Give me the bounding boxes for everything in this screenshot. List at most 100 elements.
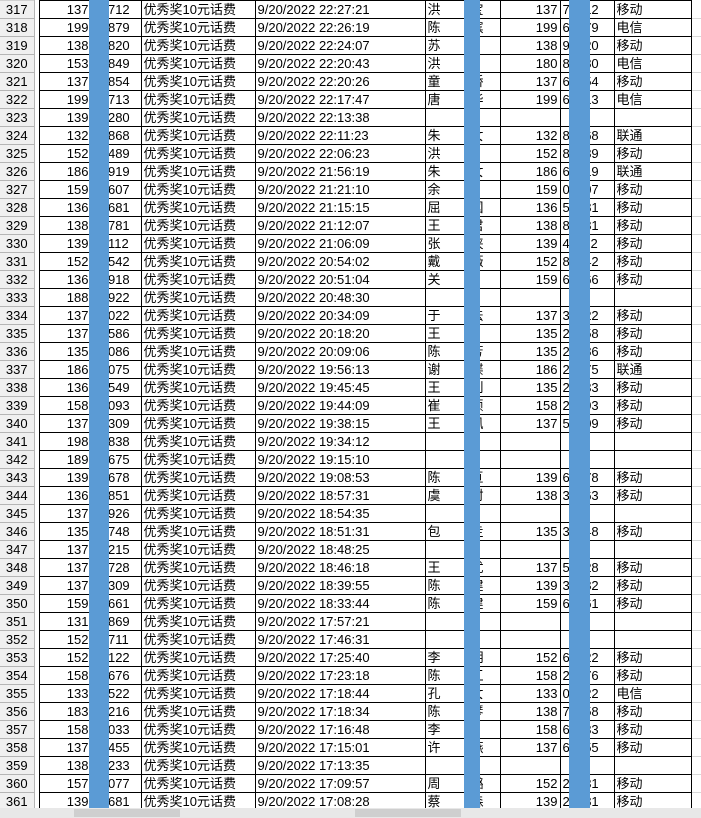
cell-phone-suffix-left[interactable]: 46112: [90, 234, 142, 253]
cell-prize[interactable]: 优秀奖10元话费: [140, 162, 256, 181]
cell-name[interactable]: [424, 432, 501, 451]
cell-phone-suffix-left[interactable]: 73851: [90, 486, 142, 505]
cell-phone-prefix-right[interactable]: [499, 504, 561, 523]
cell-carrier[interactable]: [613, 288, 692, 307]
cell-phone-suffix-left[interactable]: 22309: [90, 576, 142, 595]
cell-name[interactable]: 周璐: [424, 774, 501, 793]
cell-prize[interactable]: 优秀奖10元话费: [140, 18, 256, 37]
cell-datetime[interactable]: 9/20/2022 20:54:02: [254, 252, 426, 271]
table-row[interactable]: 346 135 35748 优秀奖10元话费 9/20/2022 18:51:31 包走 1…: [0, 522, 701, 541]
cell-prize[interactable]: 优秀奖10元话费: [140, 540, 256, 559]
cell-phone-suffix-right[interactable]: 69713: [559, 90, 615, 109]
cell-phone-suffix-right[interactable]: [559, 612, 615, 631]
cell-phone-prefix-left[interactable]: 137: [38, 306, 92, 325]
cell-datetime[interactable]: 9/20/2022 19:45:45: [254, 378, 426, 397]
cell-name[interactable]: 张侠: [424, 234, 501, 253]
cell-phone-prefix-left[interactable]: 139: [38, 792, 92, 811]
cell-phone-prefix-left[interactable]: 153: [38, 54, 92, 73]
cell-phone-prefix-left[interactable]: 137: [38, 576, 92, 595]
cell-carrier[interactable]: 移动: [613, 414, 692, 433]
table-row[interactable]: 354 158 28676 优秀奖10元话费 9/20/2022 17:23:18 陈江 1…: [0, 666, 701, 685]
cell-phone-suffix-left[interactable]: 62919: [90, 162, 142, 181]
cell-phone-suffix-right[interactable]: 02522: [559, 684, 615, 703]
table-row[interactable]: 325 152 88489 优秀奖10元话费 9/20/2022 22:06:23 洪 15…: [0, 144, 701, 163]
table-row[interactable]: 348 137 56728 优秀奖10元话费 9/20/2022 18:46:18 王优 1…: [0, 558, 701, 577]
table-row[interactable]: 342 189 53675 优秀奖10元话费 9/20/2022 19:15:10: [0, 450, 701, 469]
cell-name[interactable]: 余: [424, 180, 501, 199]
cell-phone-prefix-left[interactable]: 152: [38, 630, 92, 649]
cell-datetime[interactable]: 9/20/2022 21:06:09: [254, 234, 426, 253]
cell-name[interactable]: [424, 288, 501, 307]
cell-carrier[interactable]: [613, 450, 692, 469]
table-row[interactable]: 337 186 26075 优秀奖10元话费 9/20/2022 19:56:13 谢谍 1…: [0, 360, 701, 379]
cell-name[interactable]: 陈江: [424, 666, 501, 685]
cell-phone-prefix-right[interactable]: 158: [499, 396, 561, 415]
cell-phone-suffix-right[interactable]: [559, 756, 615, 775]
table-row[interactable]: 322 199 69713 优秀奖10元话费 9/20/2022 22:17:47 唐华 1…: [0, 90, 701, 109]
cell-datetime[interactable]: 9/20/2022 22:27:21: [254, 0, 426, 19]
cell-phone-prefix-right[interactable]: [499, 108, 561, 127]
cell-phone-suffix-left[interactable]: 50309: [90, 414, 142, 433]
cell-datetime[interactable]: 9/20/2022 17:13:35: [254, 756, 426, 775]
cell-prize[interactable]: 优秀奖10元话费: [140, 504, 256, 523]
cell-phone-prefix-left[interactable]: 138: [38, 756, 92, 775]
table-row[interactable]: 320 153 84849 优秀奖10元话费 9/20/2022 22:20:43 洪 18…: [0, 54, 701, 73]
cell-datetime[interactable]: 9/20/2022 22:11:23: [254, 126, 426, 145]
cell-phone-prefix-left[interactable]: 186: [38, 360, 92, 379]
cell-datetime[interactable]: 9/20/2022 20:48:30: [254, 288, 426, 307]
cell-phone-suffix-right[interactable]: 60122: [559, 648, 615, 667]
cell-phone-prefix-right[interactable]: 138: [499, 216, 561, 235]
cell-carrier[interactable]: 移动: [613, 144, 692, 163]
cell-prize[interactable]: 优秀奖10元话费: [140, 36, 256, 55]
cell-phone-suffix-left[interactable]: 53675: [90, 450, 142, 469]
cell-name[interactable]: 包走: [424, 522, 501, 541]
cell-carrier[interactable]: 移动: [613, 198, 692, 217]
cell-name[interactable]: [424, 450, 501, 469]
cell-phone-prefix-right[interactable]: 199: [499, 90, 561, 109]
table-row[interactable]: 336 135 29086 优秀奖10元话费 9/20/2022 20:09:06 陈芳 1…: [0, 342, 701, 361]
cell-phone-prefix-left[interactable]: 135: [38, 522, 92, 541]
cell-datetime[interactable]: 9/20/2022 22:13:38: [254, 108, 426, 127]
table-row[interactable]: 321 137 63854 优秀奖10元话费 9/20/2022 22:20:26 童桥 1…: [0, 72, 701, 91]
cell-phone-prefix-right[interactable]: 152: [499, 774, 561, 793]
cell-phone-prefix-right[interactable]: 158: [499, 666, 561, 685]
cell-datetime[interactable]: 9/20/2022 20:09:06: [254, 342, 426, 361]
cell-phone-prefix-left[interactable]: 159: [38, 180, 92, 199]
cell-datetime[interactable]: 9/20/2022 18:33:44: [254, 594, 426, 613]
cell-phone-prefix-left[interactable]: 137: [38, 414, 92, 433]
cell-datetime[interactable]: 9/20/2022 22:06:23: [254, 144, 426, 163]
cell-phone-suffix-left[interactable]: 21093: [90, 396, 142, 415]
cell-prize[interactable]: 优秀奖10元话费: [140, 756, 256, 775]
cell-prize[interactable]: 优秀奖10元话费: [140, 72, 256, 91]
cell-phone-prefix-right[interactable]: 136: [499, 198, 561, 217]
cell-phone-prefix-left[interactable]: 132: [38, 126, 92, 145]
table-row[interactable]: 344 136 73851 优秀奖10元话费 9/20/2022 18:57:31 虞村 1…: [0, 486, 701, 505]
cell-phone-prefix-left[interactable]: 137: [38, 540, 92, 559]
cell-phone-suffix-right[interactable]: 21093: [559, 396, 615, 415]
cell-phone-suffix-left[interactable]: 02918: [90, 270, 142, 289]
cell-phone-prefix-left[interactable]: 152: [38, 648, 92, 667]
cell-phone-suffix-left[interactable]: 68661: [90, 594, 142, 613]
cell-phone-prefix-right[interactable]: 135: [499, 522, 561, 541]
cell-phone-prefix-left[interactable]: 138: [38, 216, 92, 235]
cell-carrier[interactable]: 移动: [613, 738, 692, 757]
cell-phone-suffix-right[interactable]: 62919: [559, 162, 615, 181]
cell-phone-prefix-left[interactable]: 131: [38, 612, 92, 631]
cell-carrier[interactable]: [613, 612, 692, 631]
cell-phone-prefix-left[interactable]: 139: [38, 468, 92, 487]
cell-prize[interactable]: 优秀奖10元话费: [140, 270, 256, 289]
cell-phone-suffix-right[interactable]: 65566: [559, 270, 615, 289]
cell-datetime[interactable]: 9/20/2022 21:12:07: [254, 216, 426, 235]
cell-phone-suffix-left[interactable]: 63854: [90, 72, 142, 91]
cell-prize[interactable]: 优秀奖10元话费: [140, 306, 256, 325]
cell-phone-prefix-left[interactable]: 152: [38, 144, 92, 163]
cell-datetime[interactable]: 9/20/2022 21:21:10: [254, 180, 426, 199]
cell-name[interactable]: 孔女: [424, 684, 501, 703]
cell-phone-suffix-left[interactable]: 84849: [90, 54, 142, 73]
cell-datetime[interactable]: 9/20/2022 19:15:10: [254, 450, 426, 469]
table-row[interactable]: 357 158 62033 优秀奖10元话费 9/20/2022 17:16:48 李 15…: [0, 720, 701, 739]
cell-datetime[interactable]: 9/20/2022 19:08:53: [254, 468, 426, 487]
cell-name[interactable]: [424, 108, 501, 127]
cell-phone-suffix-right[interactable]: 26958: [559, 324, 615, 343]
cell-prize[interactable]: 优秀奖10元话费: [140, 180, 256, 199]
